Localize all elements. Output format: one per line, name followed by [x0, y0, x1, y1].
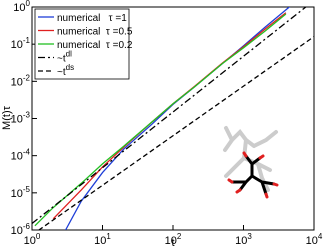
x-tick-label: 103 — [235, 232, 252, 247]
fractal-inset — [223, 126, 279, 199]
y-tick-label: 10-4 — [11, 148, 31, 163]
y-tick-label: 10-3 — [11, 111, 31, 126]
legend-label: numerical τ =1 — [57, 13, 127, 24]
series-line — [37, 36, 314, 230]
x-tick-label: 101 — [94, 232, 111, 247]
x-axis-label: t — [171, 237, 174, 249]
y-tick-label: 10-2 — [11, 73, 31, 88]
legend-label: numerical τ =0.2 — [57, 40, 133, 51]
x-tick-label: 100 — [24, 232, 41, 247]
series-line — [34, 13, 287, 227]
y-tick-label: 10-5 — [11, 185, 31, 200]
y-tick-label: 100 — [13, 0, 30, 14]
legend: numerical τ =1 numerical τ =0.5 numerical … — [34, 8, 133, 80]
y-axis-label: M(t)τ — [1, 105, 13, 130]
y-tick-label: 10-1 — [11, 36, 31, 51]
x-tick-label: 102 — [165, 232, 182, 247]
x-tick-label: 104 — [306, 232, 323, 247]
legend-label: numerical τ =0.5 — [57, 27, 133, 38]
plot-area — [32, 7, 314, 230]
